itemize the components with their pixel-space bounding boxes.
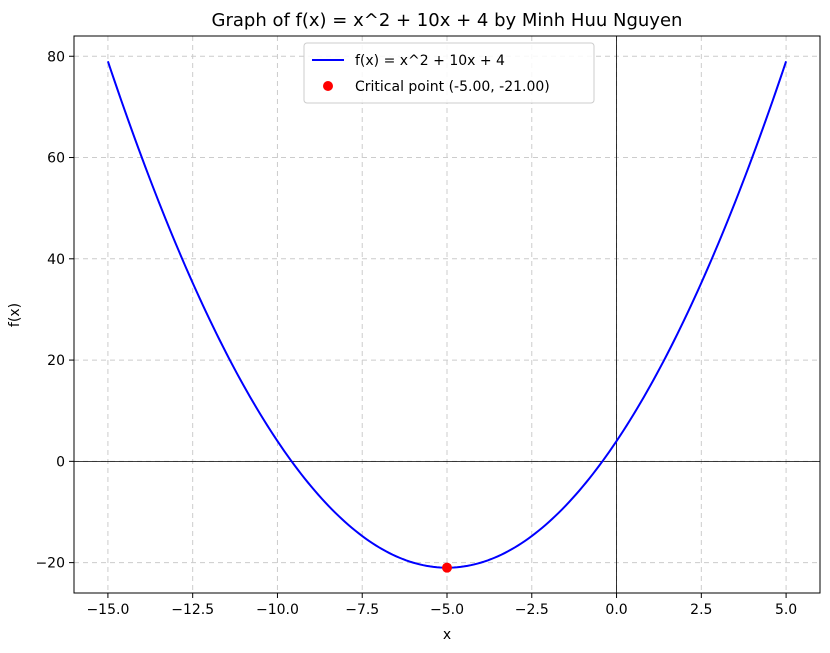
legend-entry-label: f(x) = x^2 + 10x + 4: [355, 53, 505, 69]
x-axis-label: x: [443, 627, 451, 643]
y-tick-label: 60: [47, 151, 65, 167]
x-tick-label: −7.5: [345, 602, 379, 618]
x-tick-label: −5.0: [430, 602, 464, 618]
y-tick-label: 80: [47, 49, 65, 65]
x-tick-label: −10.0: [256, 602, 299, 618]
y-tick-label: −20: [35, 556, 65, 572]
x-tick-label: 0.0: [605, 602, 627, 618]
series-layer: [106, 61, 788, 573]
y-axis-label: f(x): [7, 303, 23, 327]
x-tick-label: 2.5: [690, 602, 712, 618]
y-tick-label: 20: [47, 353, 65, 369]
x-tick-label: 5.0: [775, 602, 797, 618]
legend-marker-swatch: [323, 81, 333, 91]
axis-ticks: −15.0 −12.5 −10.0 −7.5 −5.0 −2.5 0.0 2.5 5.0 −20 0…: [35, 49, 797, 618]
critical-point-marker: [442, 562, 452, 573]
x-tick-label: −12.5: [171, 602, 214, 618]
legend: f(x) = x^2 + 10x + 4 Critical point (-5.0…: [303, 42, 595, 104]
x-tick-label: −15.0: [86, 602, 129, 618]
legend-entry-label: Critical point (-5.00, -21.00): [355, 79, 550, 95]
y-tick-label: 0: [56, 454, 65, 470]
x-tick-label: −2.5: [515, 602, 549, 618]
y-tick-label: 40: [47, 252, 65, 268]
reference-lines: [74, 36, 820, 593]
chart-title: Graph of f(x) = x^2 + 10x + 4 by Minh Hu…: [212, 10, 683, 31]
legend-box: [303, 42, 595, 104]
